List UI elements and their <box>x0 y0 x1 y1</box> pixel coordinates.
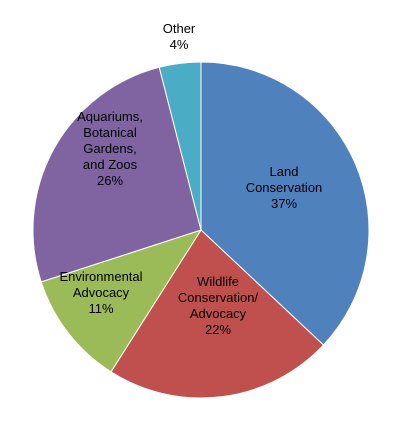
slice-label: Environmental Advocacy 11% <box>59 269 142 316</box>
slice-value-label: 11% <box>88 301 113 316</box>
slice-value-label: 26% <box>97 173 123 188</box>
pie-labels: Land Conservation 37% Wildlife Conservation/… <box>59 21 322 337</box>
pie-slice <box>40 229 203 373</box>
pie-slice <box>110 229 325 399</box>
slice-category-label: Conservation <box>246 180 323 195</box>
slice-value-label: 4% <box>170 37 189 52</box>
slice-category-label: Botanical <box>83 125 137 140</box>
slice-label: Aquariums, Botanical Gardens, and Zoos 26% <box>77 109 143 188</box>
pie-slice <box>32 66 202 283</box>
slice-label: Other 4% <box>163 21 196 52</box>
slice-category-label: Advocacy <box>73 285 130 300</box>
slice-category-label: and Zoos <box>83 157 138 172</box>
slice-category-label: Land <box>270 164 299 179</box>
slice-category-label: Environmental <box>59 269 142 284</box>
slice-label: Land Conservation 37% <box>246 164 323 211</box>
slice-category-label: Gardens, <box>83 141 136 156</box>
pie-slice <box>158 61 202 231</box>
slice-value-label: 22% <box>205 322 231 337</box>
slice-category-label: Conservation/ <box>178 290 259 305</box>
slice-category-label: Advocacy <box>190 306 247 321</box>
slice-category-label: Aquariums, <box>77 109 143 124</box>
pie-slices <box>32 61 370 399</box>
pie-slice <box>200 61 370 346</box>
slice-value-label: 37% <box>271 196 297 211</box>
slice-category-label: Wildlife <box>197 274 239 289</box>
slice-category-label: Other <box>163 21 196 36</box>
slice-label: Wildlife Conservation/Advocacy 22% <box>178 274 259 337</box>
